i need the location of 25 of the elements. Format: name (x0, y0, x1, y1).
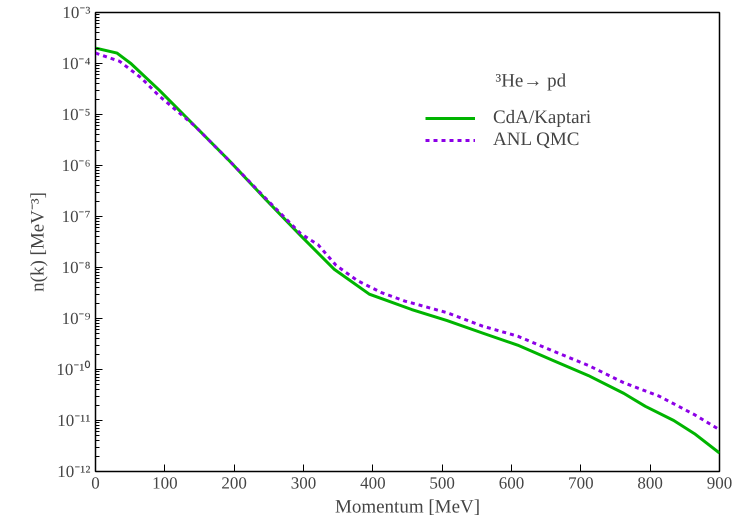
x-tick-label: 300 (290, 474, 316, 492)
x-tick-label: 800 (637, 474, 663, 492)
y-tick-label: 10⁻⁷ (62, 207, 91, 226)
x-tick-label: 400 (360, 474, 386, 492)
x-tick-label: 500 (429, 474, 455, 492)
y-tick-label: 10⁻⁴ (62, 54, 91, 73)
x-tick-label: 600 (498, 474, 524, 492)
x-tick-label: 700 (568, 474, 594, 492)
y-tick-label: 10⁻⁶ (62, 156, 91, 175)
legend-label: CdA/Kaptari (493, 107, 592, 129)
y-tick-label: 10⁻⁸ (62, 258, 91, 277)
y-tick-label: 10⁻⁹ (62, 309, 91, 328)
x-tick-label: 900 (706, 474, 732, 492)
y-tick-label: 10⁻³ (62, 3, 91, 22)
y-tick-label: 10⁻¹¹ (57, 411, 91, 430)
legend-label: ANL QMC (493, 129, 580, 151)
y-tick-label: 10⁻⁵ (62, 105, 91, 124)
annotation: ³He→ pd (496, 70, 567, 92)
x-axis-title: Momentum [MeV] (334, 496, 480, 518)
x-tick-label: 0 (91, 474, 100, 492)
y-axis-title: n(k) [MeV⁻³] (27, 192, 48, 292)
y-tick-label: 10⁻¹⁰ (56, 360, 91, 379)
y-tick-label: 10⁻¹² (57, 462, 91, 481)
x-tick-label: 100 (152, 474, 178, 492)
x-tick-label: 200 (221, 474, 247, 492)
